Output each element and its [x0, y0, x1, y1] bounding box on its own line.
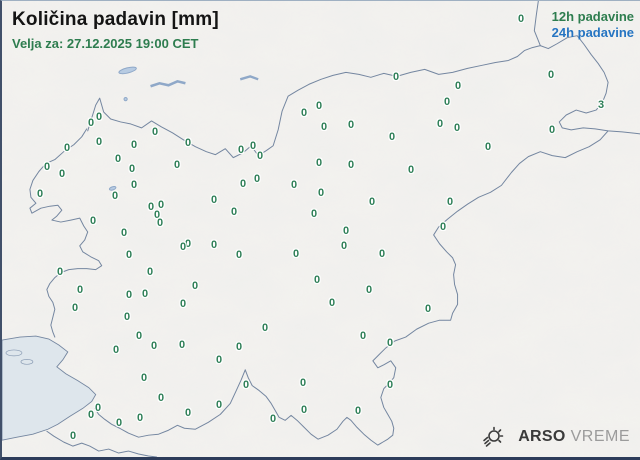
- lagoon: [20, 359, 34, 365]
- border-west: [29, 128, 103, 338]
- border-north: [87, 45, 541, 159]
- page-title: Količina padavin [mm]: [12, 9, 219, 30]
- header: Količina padavin [mm] Velja za: 27.12.20…: [12, 9, 219, 51]
- branding: ARSO VREME: [480, 424, 630, 450]
- lakes: [108, 66, 259, 191]
- border-istria: [46, 430, 158, 457]
- sun-weather-icon: [483, 426, 504, 447]
- legend-item-12h[interactable]: 12h padavine: [551, 9, 634, 24]
- border-northeast: [539, 35, 640, 135]
- brand-vreme: VREME: [570, 428, 630, 445]
- brand-wordmark: ARSO VREME: [518, 428, 630, 446]
- valid-time-label: Velja za: 27.12.2025 19:00 CET: [12, 36, 199, 51]
- legend: 12h padavine 24h padavine: [552, 9, 634, 41]
- lagoon: [5, 349, 23, 357]
- legend-item-24h[interactable]: 24h padavine: [551, 25, 634, 40]
- brand-arso: ARSO: [518, 428, 566, 445]
- border-southeast: [94, 130, 609, 446]
- border-aut-hun: [533, 1, 541, 47]
